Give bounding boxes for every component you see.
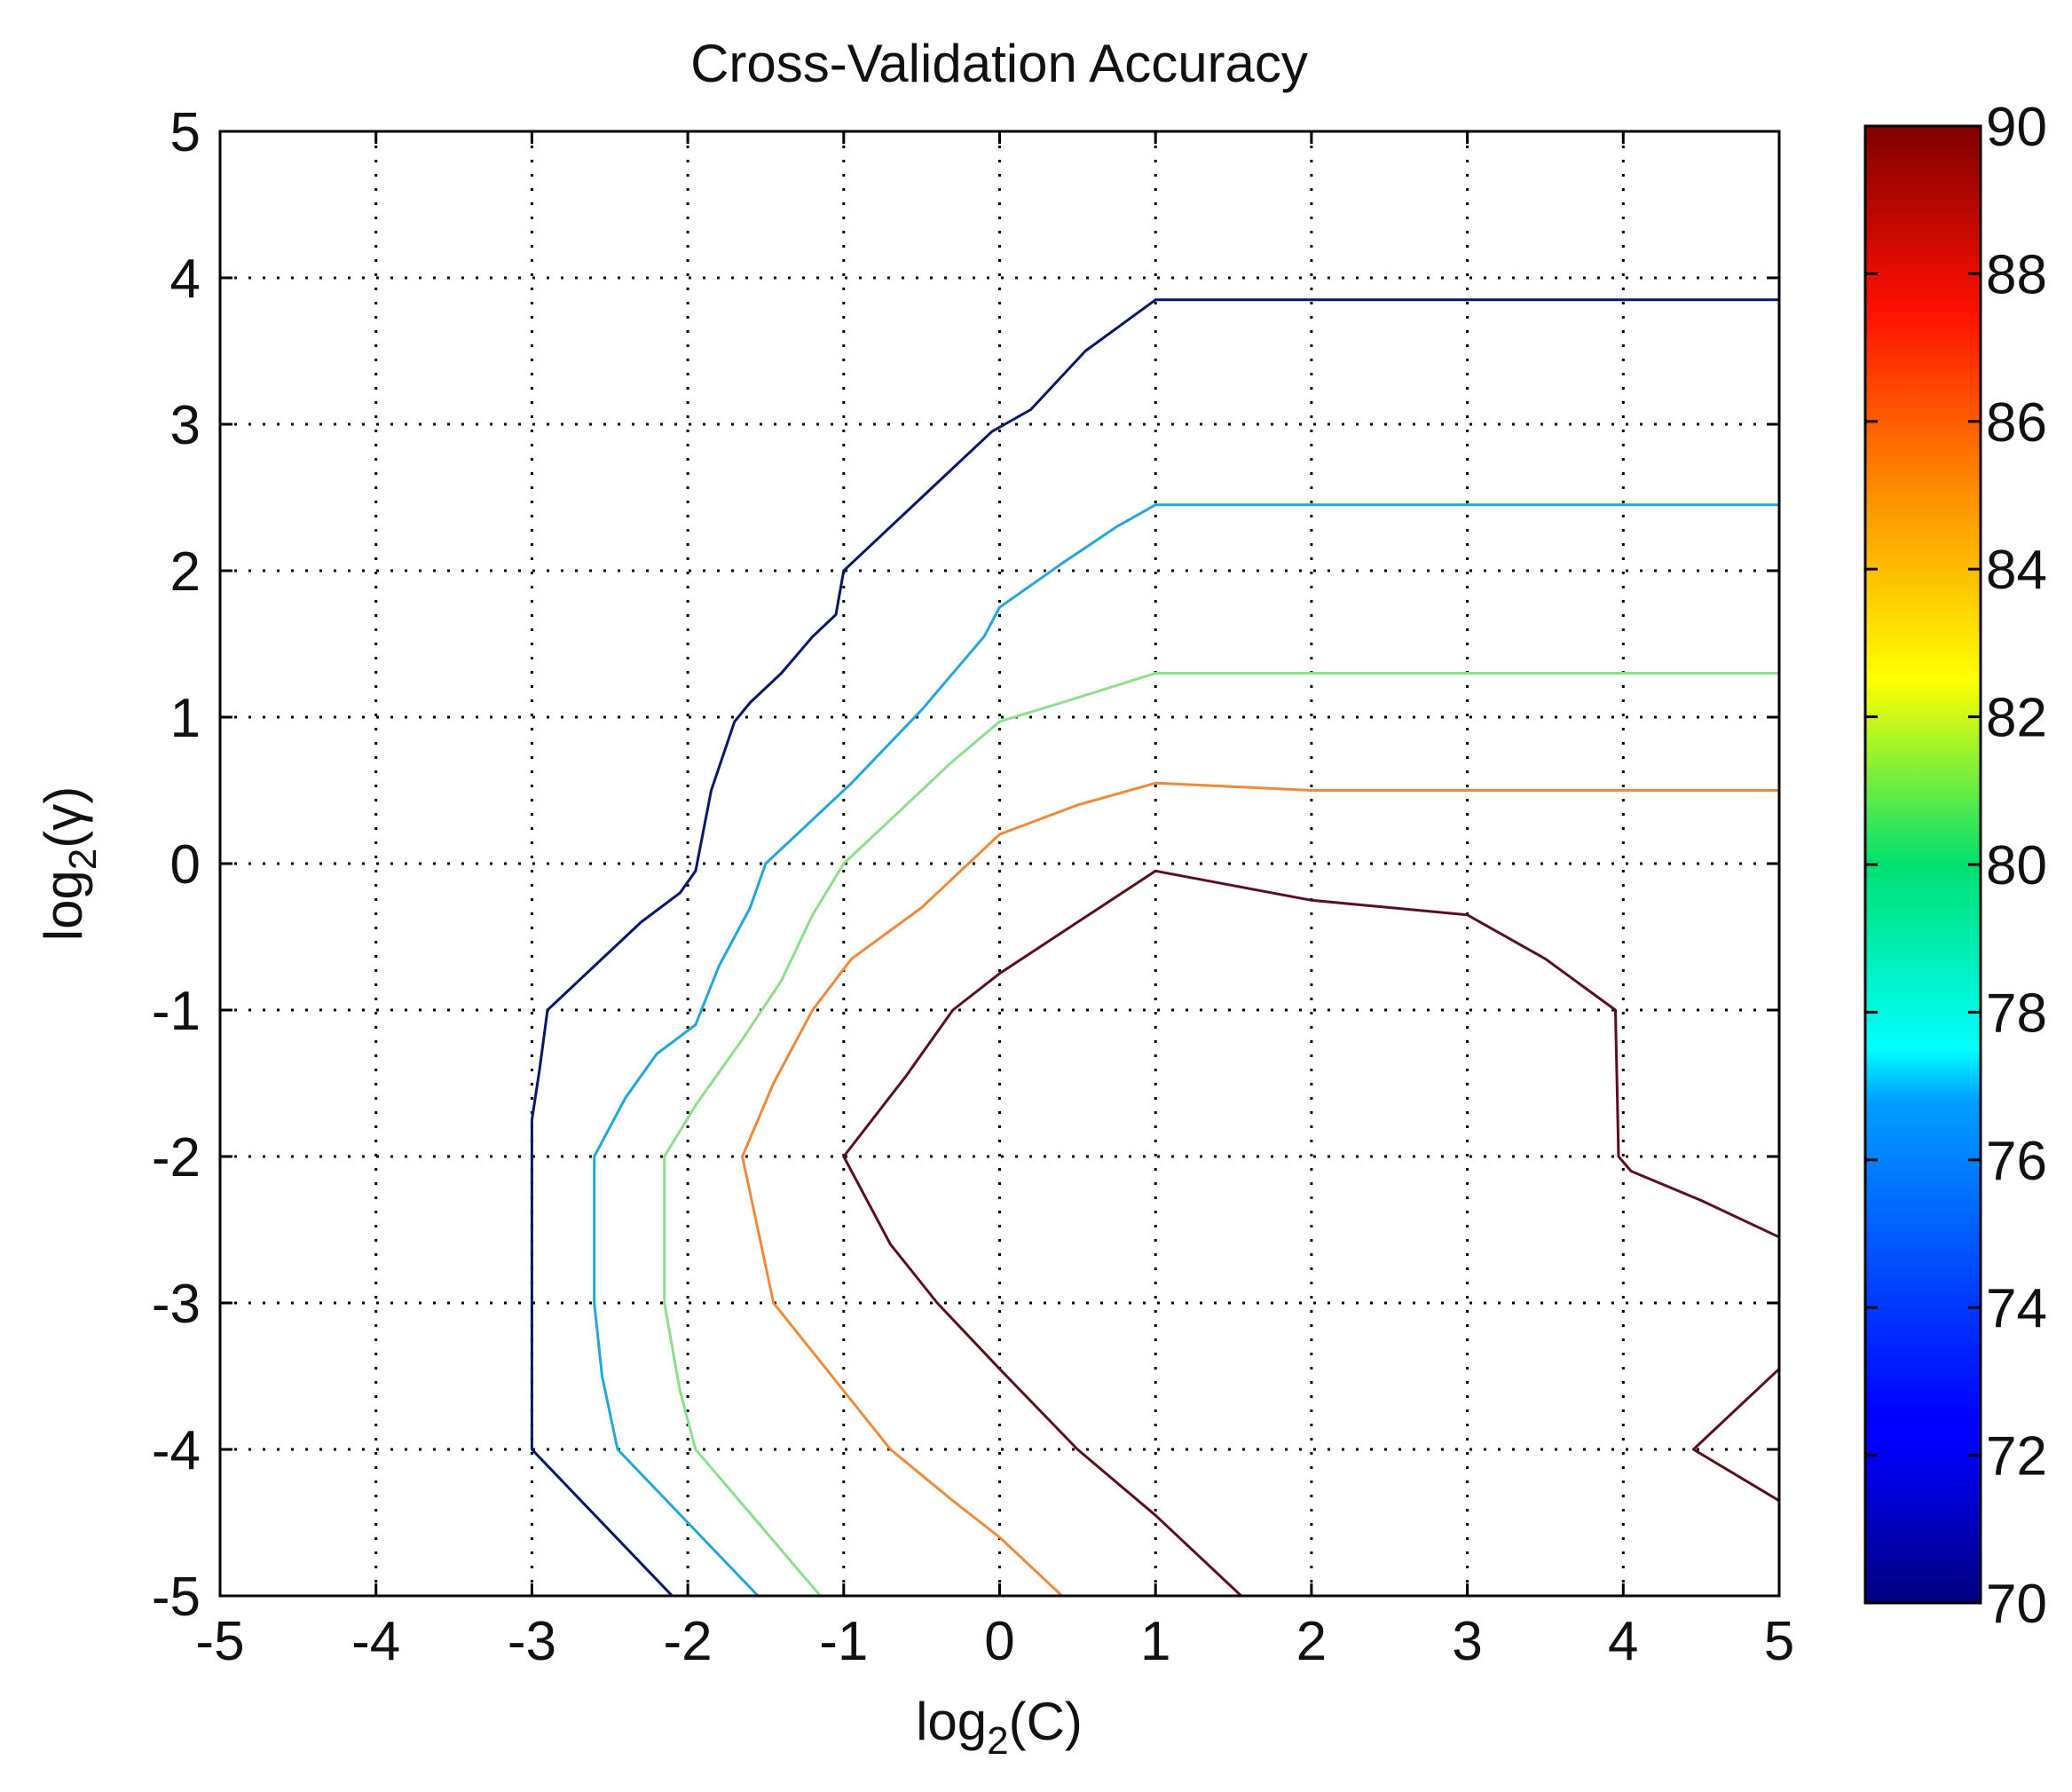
x-tick-label: 0 bbox=[984, 1611, 1014, 1672]
contour-line-88 bbox=[842, 869, 1780, 1598]
colorbar-ticks: 70 72 74 76 78 80 82 84 86 88 90 bbox=[1865, 97, 2047, 1635]
colorbar-tick-label: 74 bbox=[1986, 1278, 2047, 1339]
plot-area bbox=[220, 131, 1779, 1596]
colorbar-tick-label: 72 bbox=[1986, 1426, 2047, 1488]
x-tick-label: -2 bbox=[664, 1611, 713, 1672]
y-tick-label: 2 bbox=[170, 541, 201, 603]
colorbar bbox=[1863, 124, 1982, 1605]
x-tick-label: -3 bbox=[508, 1611, 556, 1672]
y-tick-label: 3 bbox=[170, 395, 201, 456]
contour-lines bbox=[530, 298, 1781, 1598]
y-tick-label: 0 bbox=[170, 834, 201, 896]
y-tick-label: -5 bbox=[152, 1567, 201, 1628]
y-tick-label: 1 bbox=[170, 688, 201, 749]
y-axis: -5 -4 -3 -2 -1 0 1 2 3 4 5 bbox=[152, 102, 1779, 1628]
x-tick-label: 1 bbox=[1140, 1611, 1170, 1672]
y-axis-label: log2(γ) bbox=[34, 786, 105, 942]
contour-line-71 bbox=[530, 298, 1779, 1598]
y-tick-label: -2 bbox=[152, 1127, 201, 1188]
contour-line-88 bbox=[1691, 1368, 1781, 1503]
x-tick-label: 3 bbox=[1452, 1611, 1482, 1672]
contour-line-76 bbox=[593, 503, 1779, 1598]
y-tick-label: -3 bbox=[152, 1274, 201, 1335]
y-tick-label: 4 bbox=[170, 249, 201, 310]
y-tick-label: -1 bbox=[152, 981, 201, 1042]
colorbar-tick-label: 88 bbox=[1986, 244, 2047, 305]
x-tick-label: 2 bbox=[1296, 1611, 1327, 1672]
x-tick-label: 4 bbox=[1608, 1611, 1638, 1672]
x-tick-label: -5 bbox=[195, 1611, 244, 1672]
colorbar-tick-label: 76 bbox=[1986, 1131, 2047, 1192]
x-axis-label: log2(C) bbox=[916, 1692, 1083, 1763]
colorbar-tick-label: 78 bbox=[1986, 983, 2047, 1044]
y-tick-label: 5 bbox=[170, 102, 201, 163]
y-tick-label: -4 bbox=[152, 1420, 201, 1481]
x-tick-label: 5 bbox=[1764, 1611, 1794, 1672]
chart-title: Cross-Validation Accuracy bbox=[690, 34, 1308, 93]
contour-line-80 bbox=[663, 672, 1779, 1597]
colorbar-tick-label: 82 bbox=[1986, 688, 2047, 749]
contour-line-84 bbox=[741, 781, 1779, 1598]
colorbar-tick-label: 90 bbox=[1986, 97, 2047, 158]
grid-lines bbox=[220, 131, 1779, 1596]
x-tick-label: -1 bbox=[819, 1611, 868, 1672]
colorbar-tick-label: 80 bbox=[1986, 835, 2047, 896]
colorbar-tick-label: 86 bbox=[1986, 392, 2047, 454]
colorbar-tick-label: 84 bbox=[1986, 540, 2047, 601]
x-tick-label: -4 bbox=[351, 1611, 400, 1672]
x-axis: -5 -4 -3 -2 -1 0 1 2 3 4 5 bbox=[195, 131, 1794, 1672]
colorbar-tick-label: 70 bbox=[1986, 1574, 2047, 1635]
